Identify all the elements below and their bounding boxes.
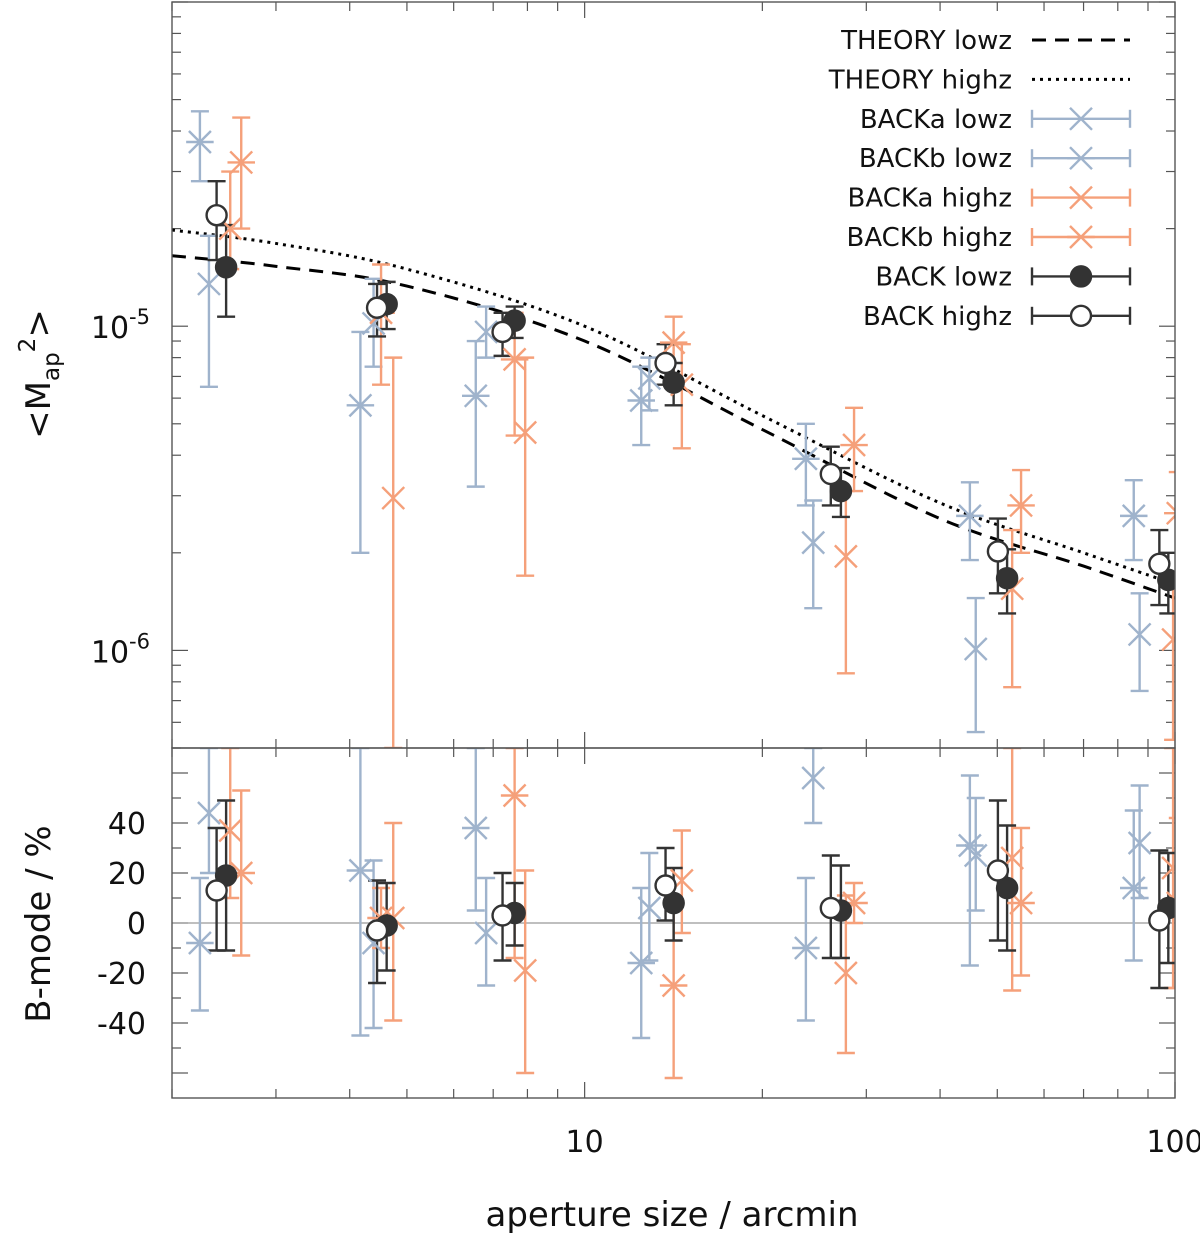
x-axis-title: aperture size / arcmin	[485, 1195, 858, 1235]
bottom-panel-marker	[963, 843, 988, 868]
legend-marker-sample	[1069, 304, 1093, 327]
bottom-panel-marker	[995, 876, 1019, 900]
y-tick-label: 40	[108, 807, 146, 842]
top-panel-marker	[662, 371, 685, 394]
y-tick-label: 10-5	[91, 305, 150, 346]
legend-entry-label: THEORY highz	[828, 65, 1012, 95]
top-panel-marker	[637, 366, 662, 391]
bottom-panel-marker	[513, 958, 538, 983]
bottom-panel-marker	[197, 801, 221, 825]
y-tick-label-base: 10	[91, 635, 129, 670]
y-tick-label: 10-6	[91, 629, 150, 670]
theory-lines-clip	[172, 228, 1175, 600]
bottom-panel-marker	[474, 921, 498, 945]
legend-entry-label: BACK lowz	[875, 262, 1012, 292]
bottom-panel-marker	[986, 859, 1010, 882]
y-tick-label: 20	[108, 857, 146, 892]
top-y-axis-title-superscript: 2	[15, 338, 41, 353]
legend-marker-sample	[1069, 265, 1093, 288]
top-panel-marker	[995, 566, 1019, 590]
legend: THEORY lowz THEORY highz BACKa lowz BACKb l…	[828, 26, 1132, 332]
bottom-panel-marker	[637, 896, 662, 920]
legend-entry-label: BACKa lowz	[860, 105, 1012, 135]
theory-lines-layer	[172, 228, 1175, 600]
top-panel-marker	[205, 203, 228, 227]
bottom-y-axis-title: B-mode / %	[19, 825, 59, 1022]
top-panel-marker	[986, 540, 1010, 563]
top-panel-marker	[1000, 576, 1025, 601]
bottom-panel-marker	[491, 904, 514, 927]
top-panel-marker	[365, 296, 389, 319]
panel-frames-layer	[171, 1, 1176, 1099]
top-panel-marker	[829, 479, 853, 503]
legend-entry-label: BACKb lowz	[859, 144, 1012, 174]
legend-marker-sample	[1069, 106, 1093, 131]
bottom-panel-frame	[171, 747, 1176, 1099]
top-panel-marker	[1127, 622, 1152, 647]
top-panel-marker	[834, 544, 858, 569]
top-panel-marker	[801, 530, 826, 555]
bottom-panel-marker	[1127, 831, 1152, 855]
x-tick-label: 100	[1146, 1125, 1200, 1160]
bottom-panel-marker	[365, 919, 389, 942]
y-tick-label: 0	[127, 907, 146, 942]
top-panel-marker	[491, 320, 514, 344]
bottom-panel-points	[186, 748, 1175, 1080]
x-tick-label: 10	[566, 1125, 604, 1160]
theory-line	[172, 254, 1175, 600]
legend-entry-label: BACKa highz	[848, 184, 1012, 214]
legend-marker-sample	[1069, 185, 1093, 210]
top-panel-marker	[513, 420, 538, 445]
y-tick-label: -20	[97, 957, 146, 992]
top-panel-marker	[1165, 514, 1175, 526]
top-y-axis-title-base: <M	[19, 381, 59, 439]
top-panel-marker	[218, 216, 243, 241]
bottom-panel-marker	[1148, 909, 1171, 932]
legend-entry-label: BACKb highz	[847, 223, 1012, 253]
top-panel-marker	[1148, 552, 1171, 575]
bottom-panel-marker	[1165, 891, 1175, 902]
top-y-axis-title-subscript: ap	[39, 352, 65, 381]
y-tick-label: -40	[97, 1007, 146, 1042]
legend-entry-label: BACK highz	[863, 302, 1012, 332]
bottom-panel-marker	[801, 766, 826, 790]
bottom-panel-marker	[654, 874, 677, 897]
top-panel-marker	[381, 486, 406, 510]
top-panel-marker	[654, 351, 677, 375]
bottom-panel-marker	[819, 896, 843, 920]
top-panel-points	[186, 110, 1175, 748]
top-panel-marker	[1165, 501, 1175, 513]
y-tick-label-base: 10	[91, 311, 129, 346]
bottom-panel-marker	[205, 879, 228, 902]
top-panel-marker	[214, 255, 238, 279]
top-y-axis-title-end: >	[19, 309, 59, 338]
y-tick-label-exponent: -6	[129, 629, 150, 653]
top-panel-marker	[197, 272, 221, 296]
bottom-panel-marker	[1161, 864, 1175, 880]
top-panel-marker	[819, 462, 843, 486]
top-panel-marker	[1161, 635, 1175, 652]
theory-line	[172, 228, 1175, 586]
bottom-panel-marker	[218, 818, 243, 843]
top-y-axis-title: <Map2>	[15, 309, 65, 439]
top-panel-marker	[474, 320, 498, 344]
data-points-layer	[186, 110, 1175, 1080]
top-panel-marker	[963, 637, 988, 661]
legend-entry-label: THEORY lowz	[840, 26, 1012, 56]
bottom-panel-marker	[834, 961, 858, 985]
y-tick-label-exponent: -5	[129, 305, 150, 329]
